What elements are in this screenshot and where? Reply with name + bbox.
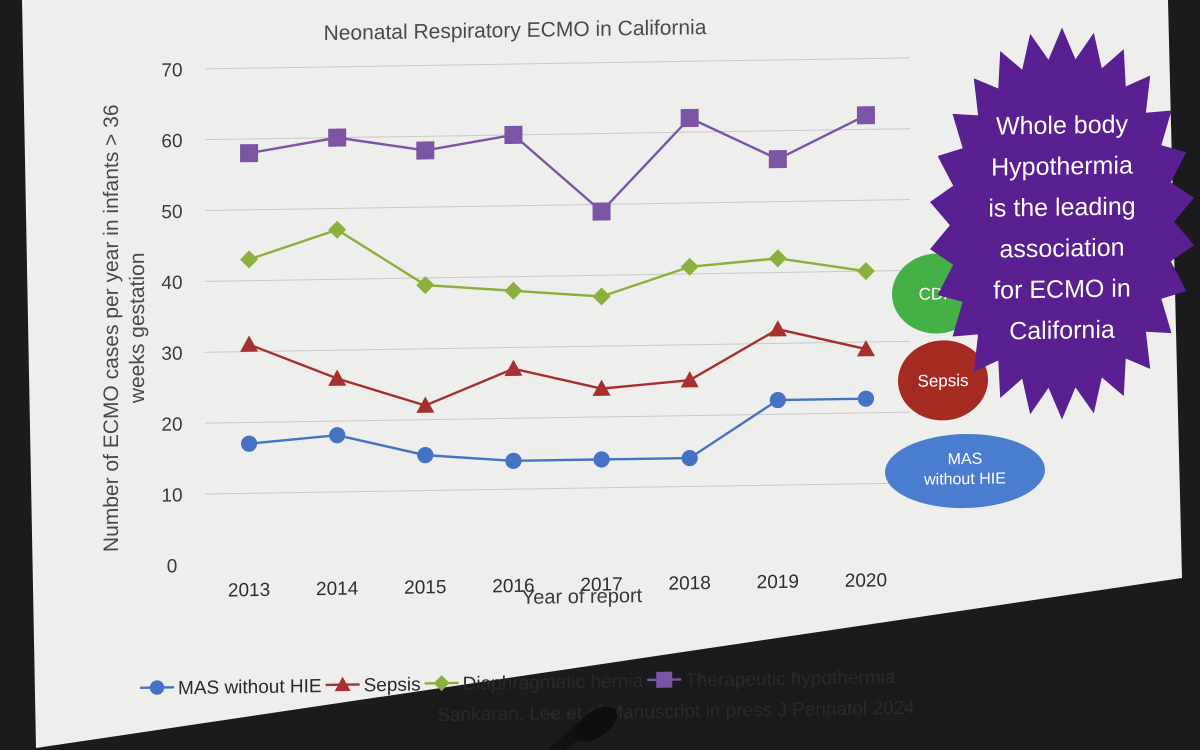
- data-point: [856, 262, 875, 281]
- data-point: [857, 390, 875, 407]
- hypothermia-starburst: Whole body Hypothermia is the leading assoc…: [930, 27, 1194, 420]
- starburst-line: Whole body: [996, 111, 1129, 141]
- gridline: [205, 411, 910, 424]
- x-tick-label: 2016: [492, 576, 534, 598]
- data-point: [334, 676, 351, 692]
- data-point: [504, 125, 523, 145]
- data-point: [592, 202, 611, 221]
- data-point: [416, 276, 435, 295]
- x-tick-label: 2019: [757, 572, 799, 594]
- y-tick-label: 30: [161, 344, 182, 365]
- data-point: [505, 452, 522, 469]
- x-tick-label: 2013: [228, 580, 270, 602]
- x-tick-label: 2017: [580, 574, 622, 596]
- starburst-line: is the leading: [988, 192, 1135, 222]
- starburst-line: California: [1009, 316, 1115, 346]
- series-line: [248, 397, 866, 463]
- starburst-line: association: [999, 234, 1124, 264]
- mas-label-line-2: without HIE: [923, 470, 1006, 488]
- y-tick-label: 20: [161, 414, 182, 435]
- data-point: [768, 150, 787, 169]
- gridline: [205, 269, 910, 282]
- y-tick-label: 70: [161, 60, 182, 81]
- data-point: [240, 250, 259, 269]
- data-point: [768, 320, 787, 337]
- data-point: [504, 281, 523, 300]
- x-tick-label: 2015: [404, 577, 446, 599]
- slide-screen: [22, 0, 1182, 748]
- data-point: [240, 335, 259, 352]
- sepsis-badge: Sepsis: [898, 340, 988, 421]
- data-point: [416, 396, 435, 413]
- data-point: [328, 220, 347, 239]
- data-point: [417, 447, 434, 464]
- gridline: [205, 482, 910, 495]
- data-point: [656, 671, 673, 688]
- sepsis-label: Sepsis: [917, 371, 968, 391]
- data-point: [504, 359, 523, 377]
- x-tick-label: 2020: [845, 570, 887, 592]
- data-point: [593, 451, 610, 468]
- microphone-icon: [548, 706, 618, 750]
- data-point: [680, 257, 699, 276]
- mas-badge: MAS without HIE: [885, 434, 1045, 509]
- x-tick-label: 2014: [316, 578, 359, 600]
- y-tick-label: 10: [161, 485, 182, 506]
- data-point: [592, 379, 611, 396]
- y-tick-label: 60: [161, 131, 182, 152]
- y-tick-label: 0: [167, 556, 178, 577]
- legend-entry: Diaphragmatic hernia: [463, 671, 644, 695]
- data-point: [329, 427, 346, 444]
- data-point: [768, 249, 787, 268]
- data-point: [240, 144, 259, 163]
- legend-entry: Sepsis: [364, 674, 421, 696]
- data-point: [856, 340, 875, 357]
- gridline: [205, 340, 910, 353]
- series-line: [248, 327, 867, 407]
- y-tick-label: 40: [161, 273, 182, 294]
- data-point: [416, 141, 435, 160]
- gridline: [205, 128, 910, 141]
- data-point: [680, 108, 699, 128]
- series-line: [248, 114, 867, 214]
- x-axis-label: Year of report: [522, 585, 643, 609]
- data-point: [856, 106, 875, 125]
- gridline: [205, 199, 910, 212]
- plot-area: 0 10 20 30 40 50 60 70 2013 2014 2015 2016 2017 2018 2…: [161, 57, 910, 602]
- data-point: [433, 675, 450, 692]
- data-point: [681, 450, 698, 467]
- series-line: [248, 228, 867, 298]
- data-point: [592, 287, 611, 306]
- legend-entry: Therapeutic hypothermia: [685, 667, 896, 691]
- starburst-line: Hypothermia: [991, 151, 1133, 181]
- y-axis-label-line-1: Number of ECMO cases per year in infants…: [100, 104, 123, 552]
- legend: MAS without HIE Sepsis Diaphragmatic herni…: [140, 667, 896, 699]
- data-point: [149, 680, 165, 695]
- data-point: [240, 435, 258, 452]
- gridline: [205, 57, 910, 70]
- mas-label-line-1: MAS: [948, 451, 983, 469]
- legend-entry: MAS without HIE: [178, 676, 322, 699]
- y-tick-label: 50: [161, 202, 182, 223]
- starburst-line: for ECMO in: [993, 274, 1131, 304]
- y-axis-label-line-2: weeks gestation: [126, 252, 149, 404]
- data-point: [328, 369, 347, 386]
- slide-content: Neonatal Respiratory ECMO in California …: [100, 16, 1194, 726]
- data-point: [680, 371, 699, 388]
- data-point: [328, 128, 347, 147]
- data-point: [769, 391, 786, 409]
- x-tick-label: 2018: [669, 573, 711, 595]
